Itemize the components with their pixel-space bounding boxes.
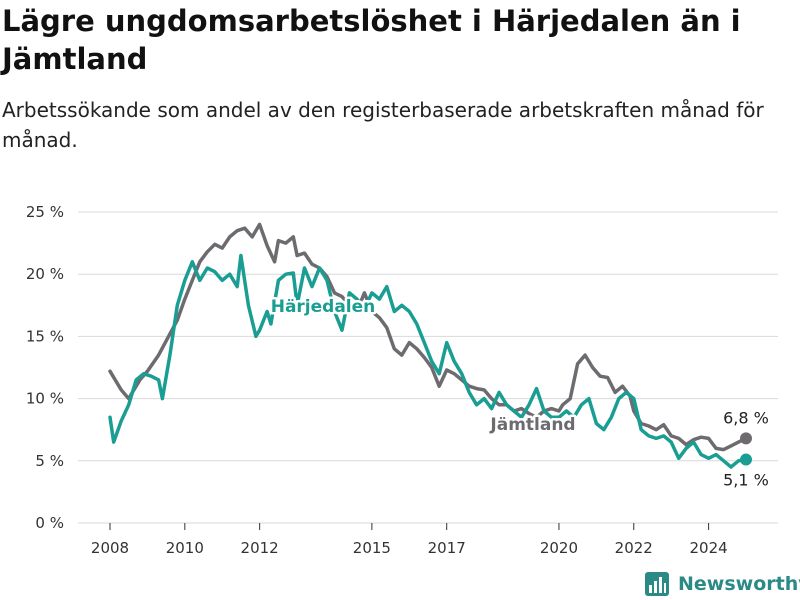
y-tick-label: 10 % [26, 390, 64, 408]
x-tick-label: 2022 [615, 539, 653, 557]
x-tick-label: 2008 [91, 539, 129, 557]
y-tick-label: 5 % [35, 452, 64, 470]
x-tick-label: 2015 [353, 539, 391, 557]
x-tick-label: 2010 [166, 539, 204, 557]
x-tick-label: 2020 [540, 539, 578, 557]
series-end-label: 6,8 % [723, 408, 769, 427]
y-tick-label: 15 % [26, 327, 64, 345]
series-annotation: Härjedalen [271, 297, 376, 317]
y-tick-label: 25 % [26, 203, 64, 221]
x-tick-label: 2017 [428, 539, 466, 557]
chart-title: Lägre ungdomsarbetslöshet i Härjedalen ä… [2, 4, 741, 76]
series-end-dot [740, 453, 752, 466]
series-annotation-halo: Jämtland [489, 415, 575, 435]
y-tick-label: 20 % [26, 265, 64, 283]
x-tick-label: 2012 [241, 539, 279, 557]
series-line-jmtland [108, 222, 748, 452]
series-annotation: Jämtland [489, 415, 575, 435]
series-end-dot [740, 432, 752, 445]
newsworthy-logo: Newsworthy [644, 569, 800, 599]
chart-subtitle: Arbetssökande som andel av den registerb… [2, 98, 764, 152]
x-tick-label: 2024 [689, 539, 727, 557]
series-line-hrjedalen [108, 253, 748, 469]
newsworthy-icon [645, 572, 669, 596]
series-end-label: 5,1 % [723, 471, 769, 490]
series-annotation-halo: Härjedalen [271, 297, 376, 317]
brand-name: Newsworthy [678, 573, 800, 595]
y-tick-label: 0 % [35, 514, 64, 532]
